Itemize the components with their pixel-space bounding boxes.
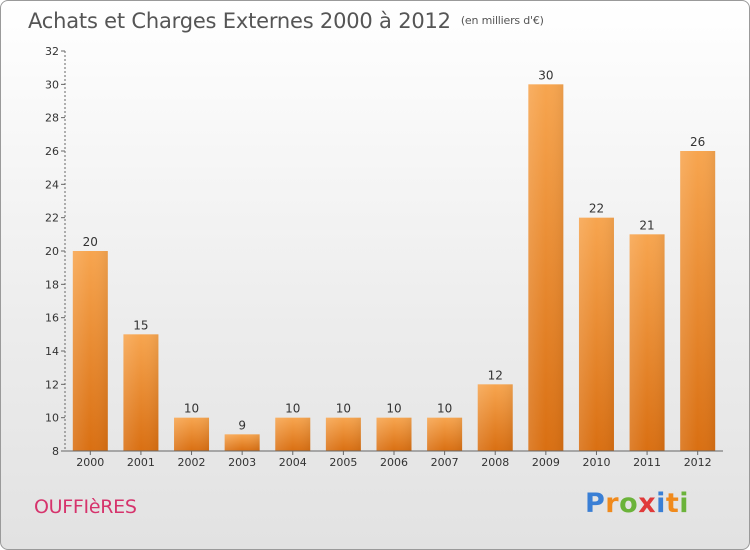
x-tick-label-2006: 2006 bbox=[380, 456, 408, 469]
y-tick-label-22: 22 bbox=[45, 212, 59, 225]
x-tick-label-2002: 2002 bbox=[178, 456, 206, 469]
y-tick-label-10: 10 bbox=[45, 412, 59, 425]
data-label-2004: 10 bbox=[285, 402, 300, 416]
x-tick-label-2007: 2007 bbox=[431, 456, 459, 469]
bar-shade-2005 bbox=[325, 417, 361, 451]
x-tick-label-2011: 2011 bbox=[633, 456, 661, 469]
x-tick-label-2003: 2003 bbox=[228, 456, 256, 469]
data-label-2005: 10 bbox=[336, 402, 351, 416]
bar-shade-2002 bbox=[174, 417, 210, 451]
y-tick-label-26: 26 bbox=[45, 145, 59, 158]
bar-shade-2008 bbox=[477, 384, 513, 451]
bar-shade-2012 bbox=[680, 151, 716, 451]
bar-shade-2009 bbox=[528, 84, 564, 451]
logo-letter: P bbox=[585, 488, 606, 519]
bar-shade-2003 bbox=[224, 434, 260, 451]
bar-shade-2010 bbox=[578, 217, 614, 451]
y-tick-label-28: 28 bbox=[45, 112, 59, 125]
logo-letter: r bbox=[605, 488, 620, 519]
y-tick-label-24: 24 bbox=[45, 178, 59, 191]
bar-shade-2011 bbox=[629, 234, 665, 451]
commune-name: OUFFIèRES bbox=[34, 496, 137, 518]
x-tick-label-2009: 2009 bbox=[532, 456, 560, 469]
data-label-2009: 30 bbox=[538, 68, 553, 82]
x-tick-label-2012: 2012 bbox=[684, 456, 712, 469]
y-tick-label-8: 8 bbox=[52, 445, 59, 458]
data-label-2012: 26 bbox=[690, 135, 705, 149]
y-tick-label-16: 16 bbox=[45, 312, 59, 325]
x-tick-label-2008: 2008 bbox=[481, 456, 509, 469]
chart-unit: (en milliers d'€) bbox=[460, 14, 544, 27]
bar-shade-2004 bbox=[275, 417, 311, 451]
y-tick-label-32: 32 bbox=[45, 45, 59, 58]
logo-letter: i bbox=[679, 488, 690, 519]
logo-letter: t bbox=[665, 488, 680, 519]
x-tick-label-2005: 2005 bbox=[329, 456, 357, 469]
data-label-2011: 21 bbox=[639, 218, 654, 232]
data-label-2007: 10 bbox=[437, 402, 452, 416]
x-tick-label-2010: 2010 bbox=[582, 456, 610, 469]
bar-shade-2000 bbox=[72, 251, 108, 451]
y-tick-label-20: 20 bbox=[45, 245, 59, 258]
data-label-2008: 12 bbox=[488, 368, 503, 382]
data-label-2002: 10 bbox=[184, 402, 199, 416]
x-tick-label-2004: 2004 bbox=[279, 456, 307, 469]
y-tick-label-18: 18 bbox=[45, 278, 59, 291]
logo-letter: i bbox=[656, 488, 666, 519]
chart-title-text: Achats et Charges Externes 2000 à 2012 bbox=[28, 9, 451, 33]
data-label-2000: 20 bbox=[83, 235, 98, 249]
data-label-2003: 9 bbox=[238, 418, 246, 432]
logo-letter: o bbox=[619, 488, 639, 519]
bar-shade-2001 bbox=[123, 334, 159, 451]
y-tick-label-14: 14 bbox=[45, 345, 59, 358]
y-tick-label-12: 12 bbox=[45, 378, 59, 391]
logo-letter: x bbox=[638, 488, 657, 519]
data-label-2001: 15 bbox=[133, 318, 148, 332]
x-tick-label-2000: 2000 bbox=[76, 456, 104, 469]
bars-group: 20 15 10 9 10 10 10 10 12 30 22 21 26 bbox=[72, 68, 716, 451]
x-tick-label-2001: 2001 bbox=[127, 456, 155, 469]
axes-group: 2000 2001 2002 2003 2004 2005 2006 2007 2008 2009… bbox=[45, 45, 723, 469]
proxiti-logo[interactable]: Proxiti bbox=[585, 488, 689, 519]
bar-shade-2006 bbox=[376, 417, 412, 451]
bar-shade-2007 bbox=[427, 417, 463, 451]
chart-title: Achats et Charges Externes 2000 à 2012 (e… bbox=[28, 9, 544, 33]
data-label-2010: 22 bbox=[589, 202, 604, 216]
y-tick-label-30: 30 bbox=[45, 78, 59, 91]
data-label-2006: 10 bbox=[386, 402, 401, 416]
